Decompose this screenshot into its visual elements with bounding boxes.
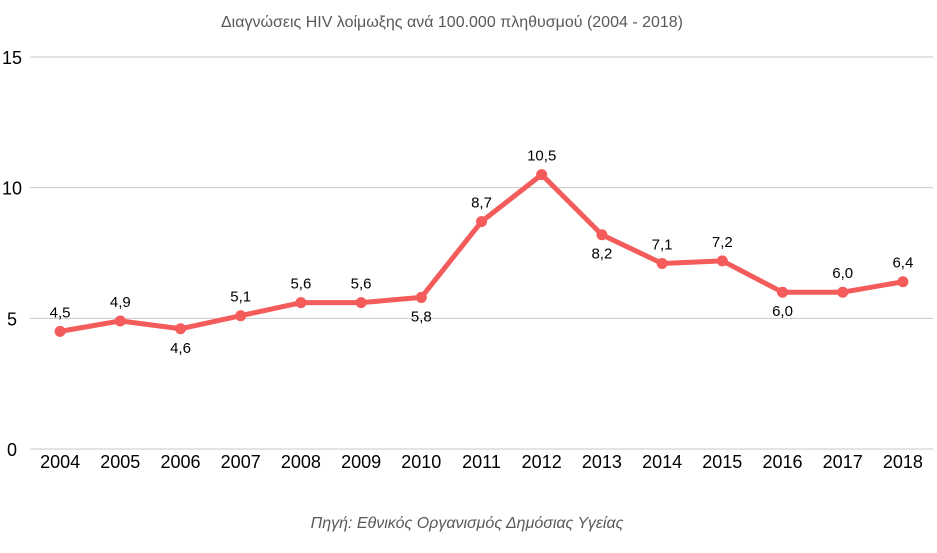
data-point [235,310,247,322]
data-point [295,297,307,309]
x-tick-label: 2005 [100,452,140,472]
y-tick-label: 15 [2,48,22,68]
x-axis-ticks: 2004 2005 2006 2007 2008 2009 2010 2011 2012 2013… [40,452,923,472]
data-label: 6,4 [892,255,913,272]
data-label: 8,2 [591,246,612,263]
data-point [476,216,487,228]
data-point [415,291,427,303]
x-tick-label: 2018 [883,452,923,472]
data-label: 4,5 [50,304,71,321]
data-point [897,276,909,288]
x-tick-label: 2004 [40,452,80,472]
x-tick-label: 2014 [642,452,682,472]
data-label: 5,6 [351,276,372,293]
data-label: 7,1 [652,236,673,253]
chart-title: Διαγνώσεις HIV λοίμωξης ανά 100.000 πληθ… [221,14,683,31]
data-label: 4,9 [110,294,131,311]
data-point [355,297,367,309]
gridlines [30,56,933,450]
data-label: 7,2 [712,234,733,251]
data-labels: 4,5 4,9 4,6 5,1 5,6 5,6 5,8 8,7 10,5 8,2 7,1 7,2 6,0… [50,148,914,357]
x-tick-label: 2010 [401,452,441,472]
data-point [175,323,186,335]
series-layer [54,169,909,337]
data-label: 10,5 [527,148,556,165]
x-tick-label: 2017 [823,452,863,472]
x-tick-label: 2012 [522,452,562,472]
data-label: 6,0 [772,303,793,320]
data-point [716,255,728,267]
data-point [837,286,849,298]
x-tick-label: 2006 [160,452,200,472]
data-point [54,325,66,337]
y-tick-label: 5 [7,309,17,329]
x-tick-label: 2009 [341,452,381,472]
data-point [596,229,608,241]
x-tick-label: 2008 [281,452,321,472]
data-point [536,169,548,181]
data-point [656,257,668,269]
data-point [114,315,126,327]
chart-source: Πηγή: Εθνικός Οργανισμός Δημόσιας Υγείας [311,515,624,532]
data-label: 6,0 [832,265,853,282]
x-tick-label: 2016 [762,452,802,472]
data-label: 5,8 [411,308,432,325]
data-label: 8,7 [471,195,492,212]
y-axis-ticks: 0 5 10 15 [2,48,22,460]
data-label: 4,6 [170,340,191,357]
y-tick-label: 10 [2,179,22,199]
x-tick-label: 2011 [462,452,501,472]
x-tick-label: 2015 [702,452,742,472]
x-tick-label: 2013 [582,452,622,472]
data-point [777,286,788,298]
data-label: 5,1 [230,289,251,306]
x-tick-label: 2007 [221,452,261,472]
data-label: 5,6 [290,276,311,293]
y-tick-label: 0 [7,440,17,460]
